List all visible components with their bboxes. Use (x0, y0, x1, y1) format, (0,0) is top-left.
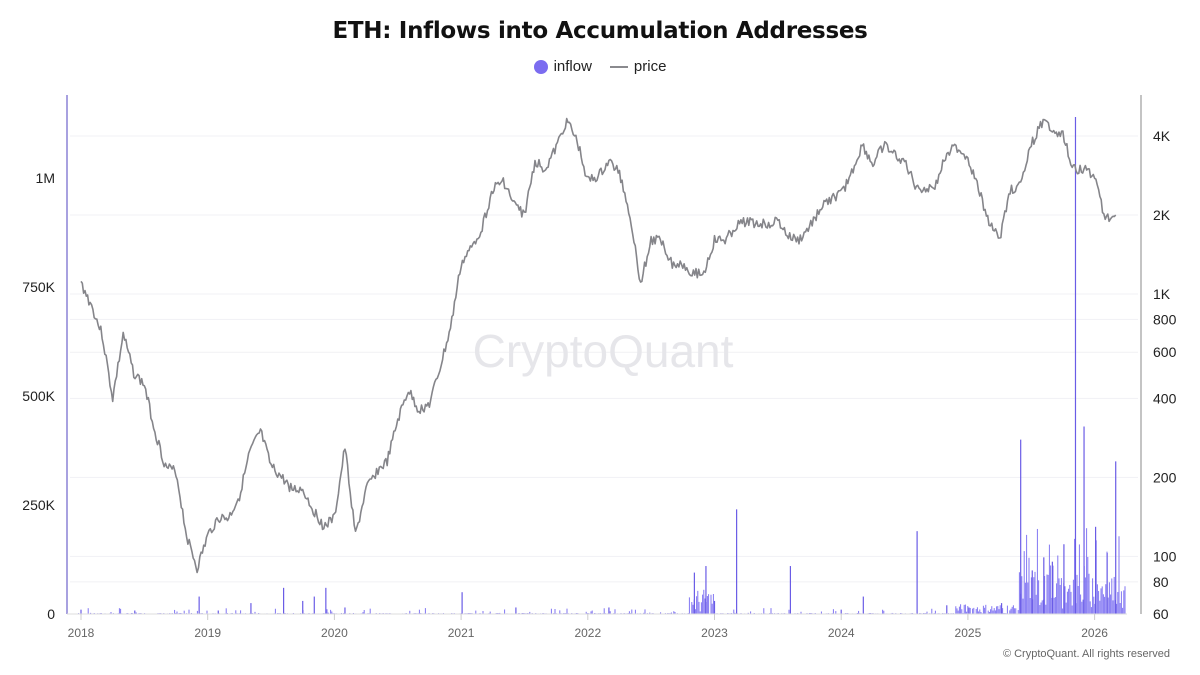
right-tick-label: 200 (1153, 469, 1177, 485)
left-tick-label: 0 (47, 606, 55, 622)
watermark: CryptoQuant (473, 325, 734, 377)
legend-item-price[interactable]: price (609, 58, 667, 75)
x-tick-label: 2026 (1081, 626, 1108, 640)
right-tick-label: 1K (1153, 286, 1171, 302)
right-tick-label: 4K (1153, 128, 1171, 144)
x-axis-ticks: 2018 2019 2020 2021 2022 2023 2024 2025 2026 (68, 614, 1108, 640)
legend: inflow price (0, 58, 1200, 75)
right-tick-label: 60 (1153, 606, 1169, 622)
right-tick-label: 800 (1153, 311, 1177, 327)
right-tick-label: 100 (1153, 548, 1177, 564)
right-tick-label: 400 (1153, 390, 1177, 406)
price-line (80, 117, 1117, 574)
left-tick-label: 500K (22, 388, 55, 404)
inflow-dot-icon (533, 59, 548, 74)
x-tick-label: 2019 (194, 626, 221, 640)
legend-inflow-label: inflow (553, 58, 592, 75)
gridlines (70, 135, 1138, 583)
x-tick-label: 2018 (68, 626, 95, 640)
chart-title: ETH: Inflows into Accumulation Addresses (332, 18, 868, 44)
price-line-icon (609, 65, 628, 68)
x-tick-label: 2024 (828, 626, 855, 640)
right-tick-label: 2K (1153, 207, 1171, 223)
right-tick-label: 600 (1153, 344, 1177, 360)
x-tick-label: 2025 (955, 626, 982, 640)
x-tick-label: 2023 (701, 626, 728, 640)
legend-price-label: price (633, 58, 667, 75)
left-axis-ticks: 0 250K 500K 750K 1M (22, 170, 55, 622)
left-tick-label: 1M (36, 170, 55, 186)
x-tick-label: 2020 (321, 626, 348, 640)
left-tick-label: 250K (22, 497, 55, 513)
right-tick-label: 80 (1153, 574, 1169, 590)
right-axis-ticks: 60 80 100 200 400 600 800 1K 2K 4K (1153, 128, 1177, 622)
copyright-notice: © CryptoQuant. All rights reserved (1002, 648, 1170, 660)
x-tick-label: 2021 (448, 626, 475, 640)
x-tick-label: 2022 (574, 626, 601, 640)
legend-item-inflow[interactable]: inflow (533, 58, 592, 75)
left-tick-label: 750K (22, 279, 55, 295)
